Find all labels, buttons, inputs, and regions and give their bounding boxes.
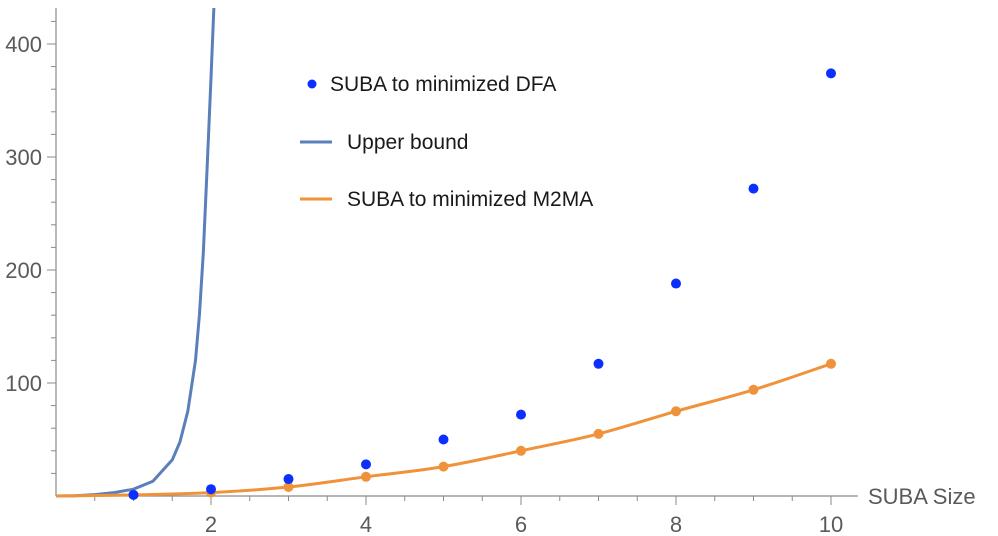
dfa-point: [671, 278, 681, 289]
legend: SUBA to minimized DFA Upper bound SUBA to …: [300, 73, 593, 211]
m2ma-point: [361, 471, 371, 482]
dfa-point: [516, 409, 526, 420]
dfa-point: [206, 484, 216, 495]
y-tick-label: 100: [5, 371, 42, 396]
dfa-point: [826, 68, 836, 79]
m2ma-point: [438, 461, 449, 472]
axes: 2 4 6 8 10 100 200 300 400 SUBA Size: [5, 8, 976, 536]
x-tick-label: 10: [819, 512, 843, 536]
x-tick-label: 8: [670, 512, 682, 536]
m2ma-point: [671, 406, 681, 417]
m2ma-point: [748, 384, 759, 395]
legend-label-m2ma: SUBA to minimized M2MA: [347, 188, 593, 211]
legend-label-dfa: SUBA to minimized DFA: [330, 73, 556, 96]
x-tick-label: 6: [515, 512, 527, 536]
plot-area: [55, 8, 836, 500]
dfa-point: [438, 434, 449, 445]
legend-marker-dfa: [307, 79, 317, 89]
x-axis-label: SUBA Size: [868, 484, 976, 509]
m2ma-point: [593, 428, 604, 439]
dfa-point: [361, 459, 371, 470]
dfa-point: [128, 489, 139, 500]
m2ma-line: [55, 362, 832, 498]
y-tick-label: 200: [5, 258, 42, 283]
x-tick-label: 2: [205, 512, 217, 536]
m2ma-point: [516, 445, 526, 456]
y-tick-label: 300: [5, 145, 42, 170]
dfa-point: [593, 358, 604, 369]
x-tick-label: 4: [360, 512, 372, 536]
y-tick-label: 400: [5, 32, 42, 57]
dfa-point: [283, 474, 294, 485]
dfa-point: [748, 183, 759, 194]
upper-bound-line: [55, 8, 216, 498]
legend-label-upper-bound: Upper bound: [347, 131, 468, 154]
m2ma-point: [283, 481, 294, 492]
m2ma-point: [826, 358, 836, 369]
